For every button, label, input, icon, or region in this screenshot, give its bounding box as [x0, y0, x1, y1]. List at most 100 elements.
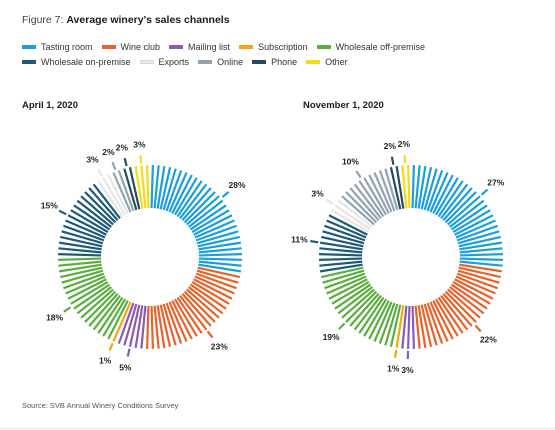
radial-bar: [442, 293, 473, 327]
radial-bar: [457, 230, 500, 245]
radial-bar: [181, 293, 212, 327]
radial-bar: [368, 300, 390, 340]
radial-bar: [195, 224, 237, 242]
leader-line: [108, 342, 114, 352]
radial-bar: [411, 165, 415, 209]
legend-swatch: [139, 59, 154, 64]
chart-title-november: November 1, 2020: [303, 100, 384, 111]
radial-bar: [434, 298, 459, 337]
radial-bar: [61, 230, 104, 245]
leader-line: [126, 348, 131, 357]
radial-bar: [197, 266, 241, 279]
radial-bar: [407, 165, 411, 209]
radial-bar: [434, 177, 459, 216]
leader-line: [139, 155, 143, 164]
radial-bar: [429, 301, 449, 342]
leader-line: [111, 161, 117, 171]
radial-bar: [183, 191, 216, 224]
radial-bar: [429, 172, 449, 213]
radial-bar: [134, 305, 144, 349]
radial-bar: [328, 278, 368, 300]
radial-bar: [146, 165, 150, 209]
radial-bar: [411, 305, 415, 349]
radial-bar: [146, 305, 150, 349]
radial-bar: [456, 272, 498, 290]
radial-bar: [455, 219, 496, 239]
radial-bar: [319, 253, 363, 257]
radial-bar: [414, 305, 421, 349]
data-label-online: 10%: [342, 157, 359, 167]
radial-bar: [173, 177, 198, 216]
radial-bar: [153, 305, 160, 349]
radial-bar: [319, 247, 363, 254]
radial-bar: [442, 187, 473, 221]
radial-bar: [198, 247, 242, 254]
radial-bar: [58, 260, 102, 267]
radial-bar: [102, 177, 127, 216]
slice-exports: [97, 168, 129, 218]
radial-bar: [197, 235, 241, 248]
radial-bar: [326, 275, 367, 295]
radial-bar: [112, 301, 132, 342]
radial-bar: [156, 305, 166, 349]
radial-bar: [426, 302, 444, 344]
radial-bar: [349, 293, 380, 327]
radial-bar: [334, 204, 372, 231]
slice-wholesale-off-premise: [320, 266, 402, 348]
leader-line: [393, 349, 398, 358]
legend-swatch: [239, 44, 254, 49]
leader-line: [338, 322, 346, 330]
data-label-tasting-room: 28%: [229, 180, 246, 190]
radial-bar: [337, 286, 373, 315]
source-note: Source: SVB Annual Winery Conditions Sur…: [22, 401, 179, 410]
figure-title: Figure 7: Average winery's sales channel…: [22, 14, 230, 26]
radial-bar: [73, 283, 111, 310]
radial-bar: [162, 168, 177, 211]
legend-swatch: [306, 59, 321, 64]
leader-line: [474, 324, 482, 333]
radial-bar: [171, 174, 193, 214]
radial-bar: [168, 172, 188, 213]
radial-bar: [444, 191, 477, 224]
radial-bar: [58, 247, 102, 254]
radial-bar: [112, 172, 132, 213]
radial-bar: [420, 304, 433, 348]
radial-bar: [455, 275, 496, 295]
radial-bar: [117, 302, 135, 344]
radial-bar: [156, 165, 166, 209]
radial-bar: [423, 303, 438, 346]
radial-bar: [368, 174, 390, 214]
radial-bar: [107, 174, 129, 214]
radial-bar: [447, 288, 481, 319]
radial-bar: [417, 305, 427, 349]
radial-bar: [76, 286, 112, 315]
radial-bar: [117, 170, 135, 212]
radial-bar: [80, 195, 114, 226]
legend-item-wholesale-off-premise: Wholesale off-premise: [316, 42, 425, 52]
radial-bar: [65, 275, 106, 295]
radial-bar: [454, 278, 494, 300]
slice-wine-club: [146, 266, 241, 349]
radial-bar: [181, 187, 212, 221]
radial-bar: [159, 166, 172, 210]
radial-bar: [150, 305, 154, 349]
radial-bar: [456, 224, 498, 242]
radial-bar: [322, 230, 365, 245]
legend-item-other: Other: [306, 57, 348, 67]
slice-wholesale-off-premise: [58, 257, 129, 340]
radial-bar: [134, 165, 144, 209]
radial-bar: [188, 286, 224, 315]
radial-bar: [457, 269, 500, 284]
radial-bar: [58, 263, 102, 273]
legend-item-phone: Phone: [252, 57, 297, 67]
radial-bar: [459, 253, 503, 257]
radial-bar: [426, 170, 444, 212]
radial-bar: [334, 283, 372, 310]
slice-subscription: [393, 305, 405, 358]
radial-bar: [420, 166, 433, 210]
radial-bar: [324, 272, 366, 290]
leader-line: [97, 168, 104, 177]
radial-bar: [449, 286, 485, 315]
legend-item-mailing-list: Mailing list: [169, 42, 230, 52]
